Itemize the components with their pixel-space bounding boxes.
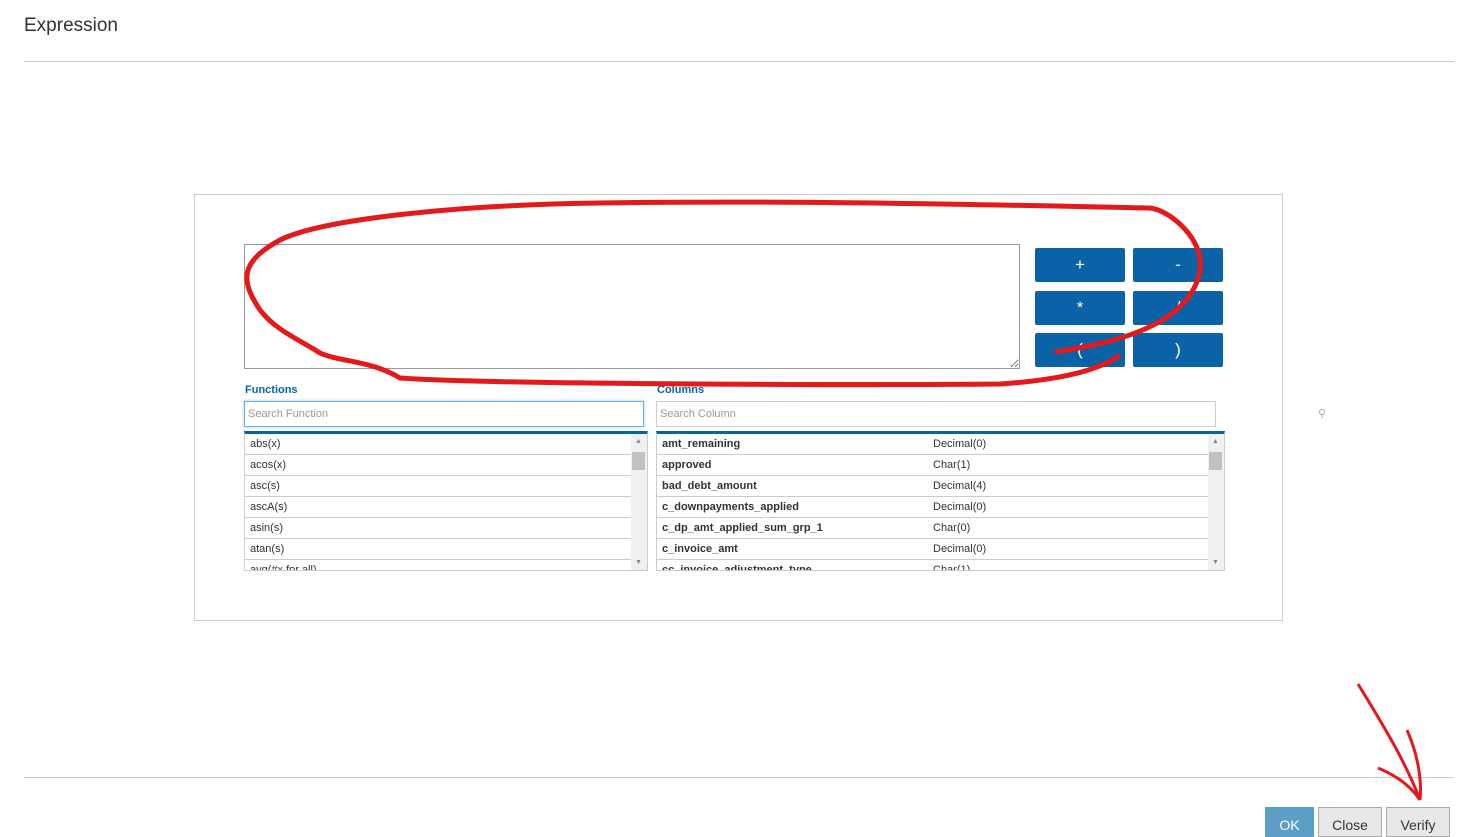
- column-item[interactable]: amt_remaining Decimal(0): [657, 434, 1208, 455]
- column-type: Decimal(0): [933, 501, 987, 513]
- column-name: amt_remaining: [662, 438, 741, 450]
- search-icon[interactable]: ⚲: [1318, 408, 1327, 420]
- column-name: cc_invoice_adjustment_type: [662, 564, 812, 571]
- functions-list: abs(x) acos(x) asc(s) ascA(s) asin(s) atan(s)…: [244, 431, 648, 571]
- column-item[interactable]: approved Char(1): [657, 455, 1208, 476]
- function-item[interactable]: avg(#x for all): [245, 560, 631, 570]
- column-item[interactable]: c_invoice_amt Decimal(0): [657, 539, 1208, 560]
- column-type: Decimal(0): [933, 543, 987, 555]
- column-item[interactable]: bad_debt_amount Decimal(4): [657, 476, 1208, 497]
- function-item[interactable]: acos(x): [245, 455, 631, 476]
- ok-button[interactable]: OK: [1265, 807, 1314, 837]
- function-item[interactable]: abs(x): [245, 434, 631, 455]
- dialog-title: Expression: [24, 15, 118, 36]
- functions-label: Functions: [245, 384, 298, 396]
- column-type: Char(0): [933, 522, 971, 534]
- verify-button[interactable]: Verify: [1386, 807, 1450, 837]
- open-paren-button[interactable]: (: [1035, 333, 1125, 367]
- scrollbar[interactable]: ▲ ▼: [1208, 434, 1224, 570]
- expression-input[interactable]: [244, 244, 1020, 369]
- plus-button[interactable]: +: [1035, 248, 1125, 282]
- annotation-arrow: [1356, 683, 1422, 801]
- minus-button[interactable]: -: [1133, 248, 1223, 282]
- divider: [24, 61, 1454, 62]
- divide-button[interactable]: /: [1133, 291, 1223, 325]
- column-item[interactable]: c_dp_amt_applied_sum_grp_1 Char(0): [657, 518, 1208, 539]
- column-item[interactable]: cc_invoice_adjustment_type Char(1): [657, 560, 1208, 571]
- column-name: c_downpayments_applied: [662, 501, 799, 513]
- search-column-input[interactable]: Search Column: [656, 401, 1216, 427]
- function-item[interactable]: atan(s): [245, 539, 631, 560]
- column-type: Char(1): [933, 564, 971, 571]
- column-name: approved: [662, 459, 712, 471]
- scrollbar[interactable]: ▲ ▼: [631, 434, 647, 570]
- column-name: c_dp_amt_applied_sum_grp_1: [662, 522, 823, 534]
- columns-label: Columns: [657, 384, 705, 396]
- close-paren-button[interactable]: ): [1133, 333, 1223, 367]
- column-type: Decimal(0): [933, 438, 987, 450]
- column-item[interactable]: c_downpayments_applied Decimal(0): [657, 497, 1208, 518]
- function-item[interactable]: ascA(s): [245, 497, 631, 518]
- column-type: Decimal(4): [933, 480, 987, 492]
- column-type: Char(1): [933, 459, 971, 471]
- column-name: bad_debt_amount: [662, 480, 757, 492]
- function-item[interactable]: asin(s): [245, 518, 631, 539]
- divider: [24, 777, 1454, 778]
- expression-panel: [194, 194, 1283, 621]
- search-function-input[interactable]: Search Function: [244, 401, 644, 427]
- columns-list: amt_remaining Decimal(0) approved Char(1) ba…: [656, 431, 1225, 571]
- multiply-button[interactable]: *: [1035, 291, 1125, 325]
- function-item[interactable]: asc(s): [245, 476, 631, 497]
- close-button[interactable]: Close: [1318, 807, 1382, 837]
- column-name: c_invoice_amt: [662, 543, 738, 555]
